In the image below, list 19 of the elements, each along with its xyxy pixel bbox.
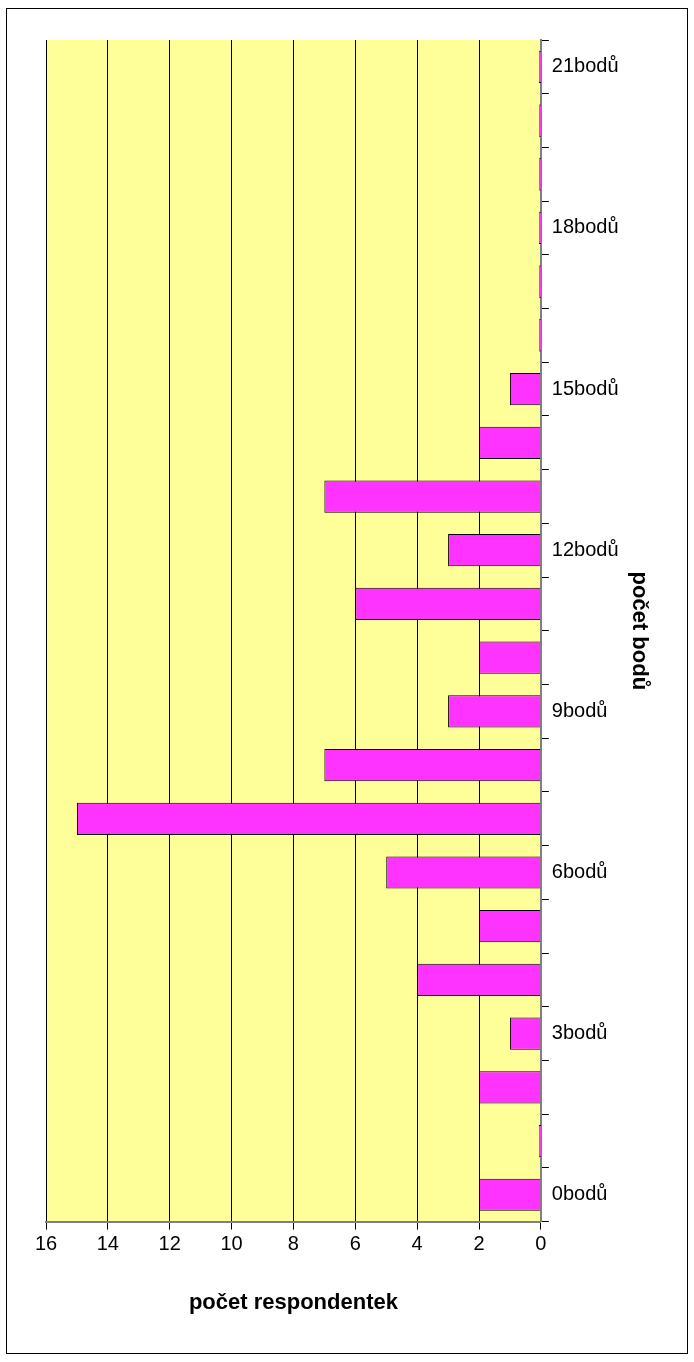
x-tick-label: 0 xyxy=(535,1232,547,1255)
y-tick-label: 6bodů xyxy=(551,860,608,883)
x-tick-label: 16 xyxy=(34,1232,58,1255)
x-tick-label: 8 xyxy=(287,1232,299,1255)
x-tick-label: 12 xyxy=(158,1232,181,1255)
x-tick-label: 4 xyxy=(411,1232,423,1255)
x-tick-label: 6 xyxy=(349,1232,361,1255)
y-tick-label: 18bodů xyxy=(551,215,619,238)
x-axis-title: počet respondentek xyxy=(188,1288,399,1314)
y-tick-label: 21bodů xyxy=(551,54,619,77)
y-tick-label: 12bodů xyxy=(551,537,619,560)
x-tick-label: 10 xyxy=(220,1232,243,1255)
y-tick-label: 9bodů xyxy=(551,698,608,721)
y-tick-label: 0bodů xyxy=(551,1182,608,1205)
x-tick-label: 14 xyxy=(96,1232,119,1255)
y-tick-label: 15bodů xyxy=(551,376,619,399)
y-tick-label: 3bodů xyxy=(551,1021,608,1044)
y-axis-title: počet bodů xyxy=(627,571,653,691)
x-tick-label: 2 xyxy=(473,1232,485,1255)
